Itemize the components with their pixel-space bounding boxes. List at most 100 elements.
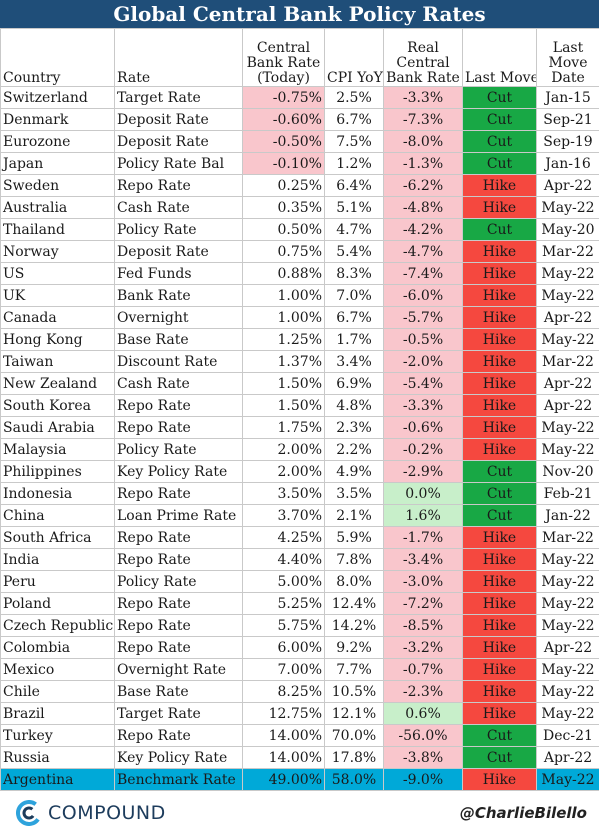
- cell-country: Philippines: [0, 460, 115, 483]
- header-central-bank-rate: Central Bank Rate (Today): [242, 28, 325, 87]
- cell-last-move: Cut: [462, 746, 537, 769]
- cell-last-move: Hike: [462, 702, 537, 725]
- table-row: Thailand Policy Rate 0.50% 4.7% -4.2% Cut May-…: [0, 218, 599, 241]
- cell-central-bank-rate: 5.75%: [242, 614, 325, 637]
- cell-rate: Cash Rate: [114, 372, 243, 395]
- policy-rates-table: Country Rate Central Bank Rate (Today) C…: [0, 28, 599, 791]
- cell-central-bank-rate: 1.50%: [242, 372, 325, 395]
- cell-real-rate: -8.0%: [383, 130, 463, 153]
- cell-country: Japan: [0, 152, 115, 175]
- cell-last-move-date: Apr-22: [536, 306, 599, 329]
- cell-central-bank-rate: 1.00%: [242, 306, 325, 329]
- cell-central-bank-rate: 14.00%: [242, 746, 325, 769]
- cell-real-rate: -3.3%: [383, 86, 463, 109]
- cell-last-move-date: Mar-22: [536, 350, 599, 373]
- cell-central-bank-rate: 7.00%: [242, 658, 325, 681]
- cell-last-move-date: May-22: [536, 416, 599, 439]
- table-row: US Fed Funds 0.88% 8.3% -7.4% Hike May-22: [0, 262, 599, 285]
- cell-real-rate: -8.5%: [383, 614, 463, 637]
- cell-central-bank-rate: -0.10%: [242, 152, 325, 175]
- cell-last-move: Hike: [462, 658, 537, 681]
- cell-real-rate: -0.2%: [383, 438, 463, 461]
- cell-cpi-yoy: 2.2%: [324, 438, 384, 461]
- table-row: Chile Base Rate 8.25% 10.5% -2.3% Hike May-22: [0, 680, 599, 703]
- cell-cpi-yoy: 5.4%: [324, 240, 384, 263]
- cell-cpi-yoy: 4.8%: [324, 394, 384, 417]
- cell-rate: Fed Funds: [114, 262, 243, 285]
- table-row: Argentina Benchmark Rate 49.00% 58.0% -9.0% H…: [0, 768, 599, 791]
- cell-rate: Policy Rate: [114, 218, 243, 241]
- brand-name: COMPOUND: [48, 802, 166, 824]
- cell-cpi-yoy: 10.5%: [324, 680, 384, 703]
- cell-cpi-yoy: 6.9%: [324, 372, 384, 395]
- cell-last-move: Cut: [462, 724, 537, 747]
- cell-last-move: Hike: [462, 614, 537, 637]
- cell-last-move: Hike: [462, 262, 537, 285]
- cell-last-move-date: May-22: [536, 438, 599, 461]
- cell-last-move: Hike: [462, 196, 537, 219]
- table-row: UK Bank Rate 1.00% 7.0% -6.0% Hike May-22: [0, 284, 599, 307]
- cell-real-rate: -1.7%: [383, 526, 463, 549]
- cell-country: Indonesia: [0, 482, 115, 505]
- cell-last-move-date: May-22: [536, 768, 599, 791]
- table-row: South Korea Repo Rate 1.50% 4.8% -3.3% Hike Ap…: [0, 394, 599, 417]
- cell-real-rate: -3.4%: [383, 548, 463, 571]
- cell-real-rate: -7.4%: [383, 262, 463, 285]
- cell-real-rate: -2.9%: [383, 460, 463, 483]
- cell-cpi-yoy: 70.0%: [324, 724, 384, 747]
- cell-real-rate: 0.6%: [383, 702, 463, 725]
- cell-real-rate: -9.0%: [383, 768, 463, 791]
- cell-rate: Loan Prime Rate: [114, 504, 243, 527]
- cell-country: Czech Republic: [0, 614, 115, 637]
- table-row: Colombia Repo Rate 6.00% 9.2% -3.2% Hike Apr-2…: [0, 636, 599, 659]
- header-rate: Rate: [114, 28, 243, 87]
- cell-country: US: [0, 262, 115, 285]
- header-last-move-date: Last Move Date: [536, 28, 599, 87]
- table-row: Russia Key Policy Rate 14.00% 17.8% -3.8% Cut…: [0, 746, 599, 769]
- cell-country: Colombia: [0, 636, 115, 659]
- cell-rate: Deposit Rate: [114, 240, 243, 263]
- cell-cpi-yoy: 2.1%: [324, 504, 384, 527]
- cell-cpi-yoy: 2.5%: [324, 86, 384, 109]
- table-row: Poland Repo Rate 5.25% 12.4% -7.2% Hike May-22: [0, 592, 599, 615]
- cell-last-move-date: Apr-22: [536, 636, 599, 659]
- cell-country: Australia: [0, 196, 115, 219]
- cell-cpi-yoy: 8.3%: [324, 262, 384, 285]
- cell-last-move: Hike: [462, 768, 537, 791]
- table-row: Sweden Repo Rate 0.25% 6.4% -6.2% Hike Apr-22: [0, 174, 599, 197]
- cell-last-move: Cut: [462, 86, 537, 109]
- cell-cpi-yoy: 1.7%: [324, 328, 384, 351]
- cell-central-bank-rate: 12.75%: [242, 702, 325, 725]
- cell-real-rate: -1.3%: [383, 152, 463, 175]
- cell-last-move-date: May-22: [536, 592, 599, 615]
- cell-real-rate: -0.6%: [383, 416, 463, 439]
- cell-real-rate: -7.2%: [383, 592, 463, 615]
- cell-last-move: Cut: [462, 460, 537, 483]
- cell-cpi-yoy: 12.4%: [324, 592, 384, 615]
- cell-real-rate: -3.3%: [383, 394, 463, 417]
- cell-rate: Policy Rate: [114, 570, 243, 593]
- cell-central-bank-rate: 0.75%: [242, 240, 325, 263]
- table-title: Global Central Bank Policy Rates: [0, 0, 599, 28]
- cell-last-move-date: Dec-21: [536, 724, 599, 747]
- cell-rate: Bank Rate: [114, 284, 243, 307]
- cell-real-rate: -3.2%: [383, 636, 463, 659]
- cell-central-bank-rate: 14.00%: [242, 724, 325, 747]
- cell-real-rate: -3.0%: [383, 570, 463, 593]
- cell-central-bank-rate: -0.50%: [242, 130, 325, 153]
- cell-real-rate: 1.6%: [383, 504, 463, 527]
- cell-cpi-yoy: 12.1%: [324, 702, 384, 725]
- table-row: India Repo Rate 4.40% 7.8% -3.4% Hike May-22: [0, 548, 599, 571]
- cell-last-move: Hike: [462, 284, 537, 307]
- cell-rate: Repo Rate: [114, 614, 243, 637]
- header-country: Country: [0, 28, 115, 87]
- table-row: Australia Cash Rate 0.35% 5.1% -4.8% Hike May-…: [0, 196, 599, 219]
- cell-last-move: Hike: [462, 174, 537, 197]
- cell-rate: Repo Rate: [114, 394, 243, 417]
- cell-rate: Overnight: [114, 306, 243, 329]
- cell-country: Peru: [0, 570, 115, 593]
- cell-country: Sweden: [0, 174, 115, 197]
- cell-real-rate: -4.2%: [383, 218, 463, 241]
- table-row: Hong Kong Base Rate 1.25% 1.7% -0.5% Hike May-…: [0, 328, 599, 351]
- cell-cpi-yoy: 7.5%: [324, 130, 384, 153]
